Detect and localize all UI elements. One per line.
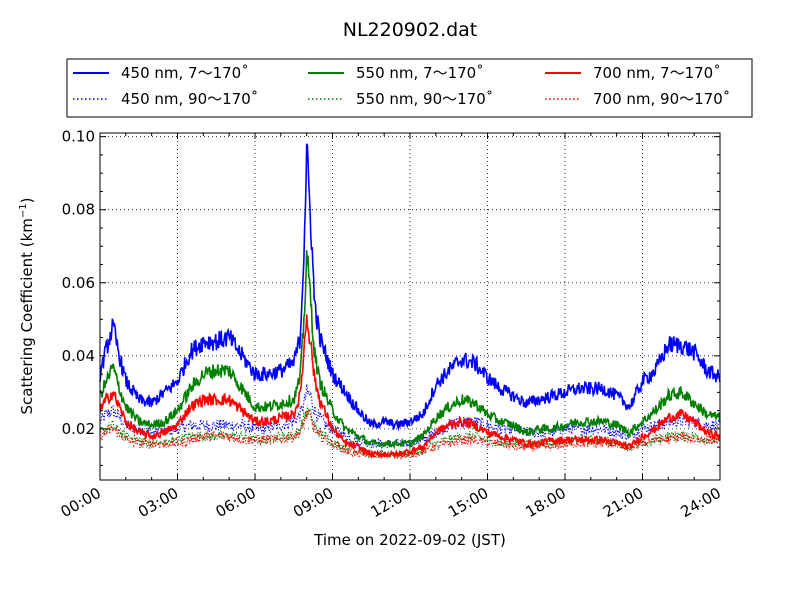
legend-label: 550 nm, 7～170˚ [356, 64, 484, 82]
series-line [99, 250, 721, 450]
y-axis-label-main: Scattering Coefficient (km [18, 218, 36, 414]
y-tick-label: 0.04 [62, 347, 95, 365]
y-tick-label: 0.08 [62, 201, 95, 219]
y-axis-label-superscript: −1 [18, 203, 29, 218]
legend-label: 700 nm, 90～170˚ [593, 90, 730, 108]
x-tick-label: 21:00 [600, 484, 646, 521]
legend-label: 450 nm, 90～170˚ [121, 90, 258, 108]
series-group [99, 143, 721, 461]
y-tick-label: 0.06 [62, 274, 95, 292]
y-axis-label-tail: ) [18, 197, 36, 203]
series-line [99, 143, 721, 432]
chart-title: NL220902.dat [343, 19, 478, 41]
x-tick-label: 18:00 [523, 484, 569, 521]
y-axis-label: Scattering Coefficient (km−1) [18, 197, 36, 414]
legend: 450 nm, 7～170˚ 450 nm, 90～170˚ 550 nm, 7～1… [66, 58, 753, 118]
legend-label: 700 nm, 7～170˚ [593, 64, 721, 82]
x-tick-label: 15:00 [445, 484, 491, 521]
y-tick-label: 0.10 [62, 128, 95, 146]
x-tick-label: 00:00 [58, 484, 104, 521]
x-axis-label: Time on 2022-09-02 (JST) [313, 531, 506, 549]
grid [100, 133, 720, 480]
y-tick-label: 0.02 [62, 420, 95, 438]
legend-box [66, 58, 753, 118]
x-tick-label: 12:00 [368, 484, 414, 521]
x-tick-label: 06:00 [213, 484, 259, 521]
legend-label: 550 nm, 90～170˚ [356, 90, 493, 108]
ticks: 00:00 03:00 06:00 09:00 12:00 15:00 18:00 21:00… [58, 128, 724, 521]
x-tick-label: 24:00 [678, 484, 724, 521]
series-line [99, 314, 721, 460]
legend-label: 450 nm, 7～170˚ [121, 64, 249, 82]
x-tick-label: 09:00 [290, 484, 336, 521]
x-tick-label: 03:00 [135, 484, 181, 521]
